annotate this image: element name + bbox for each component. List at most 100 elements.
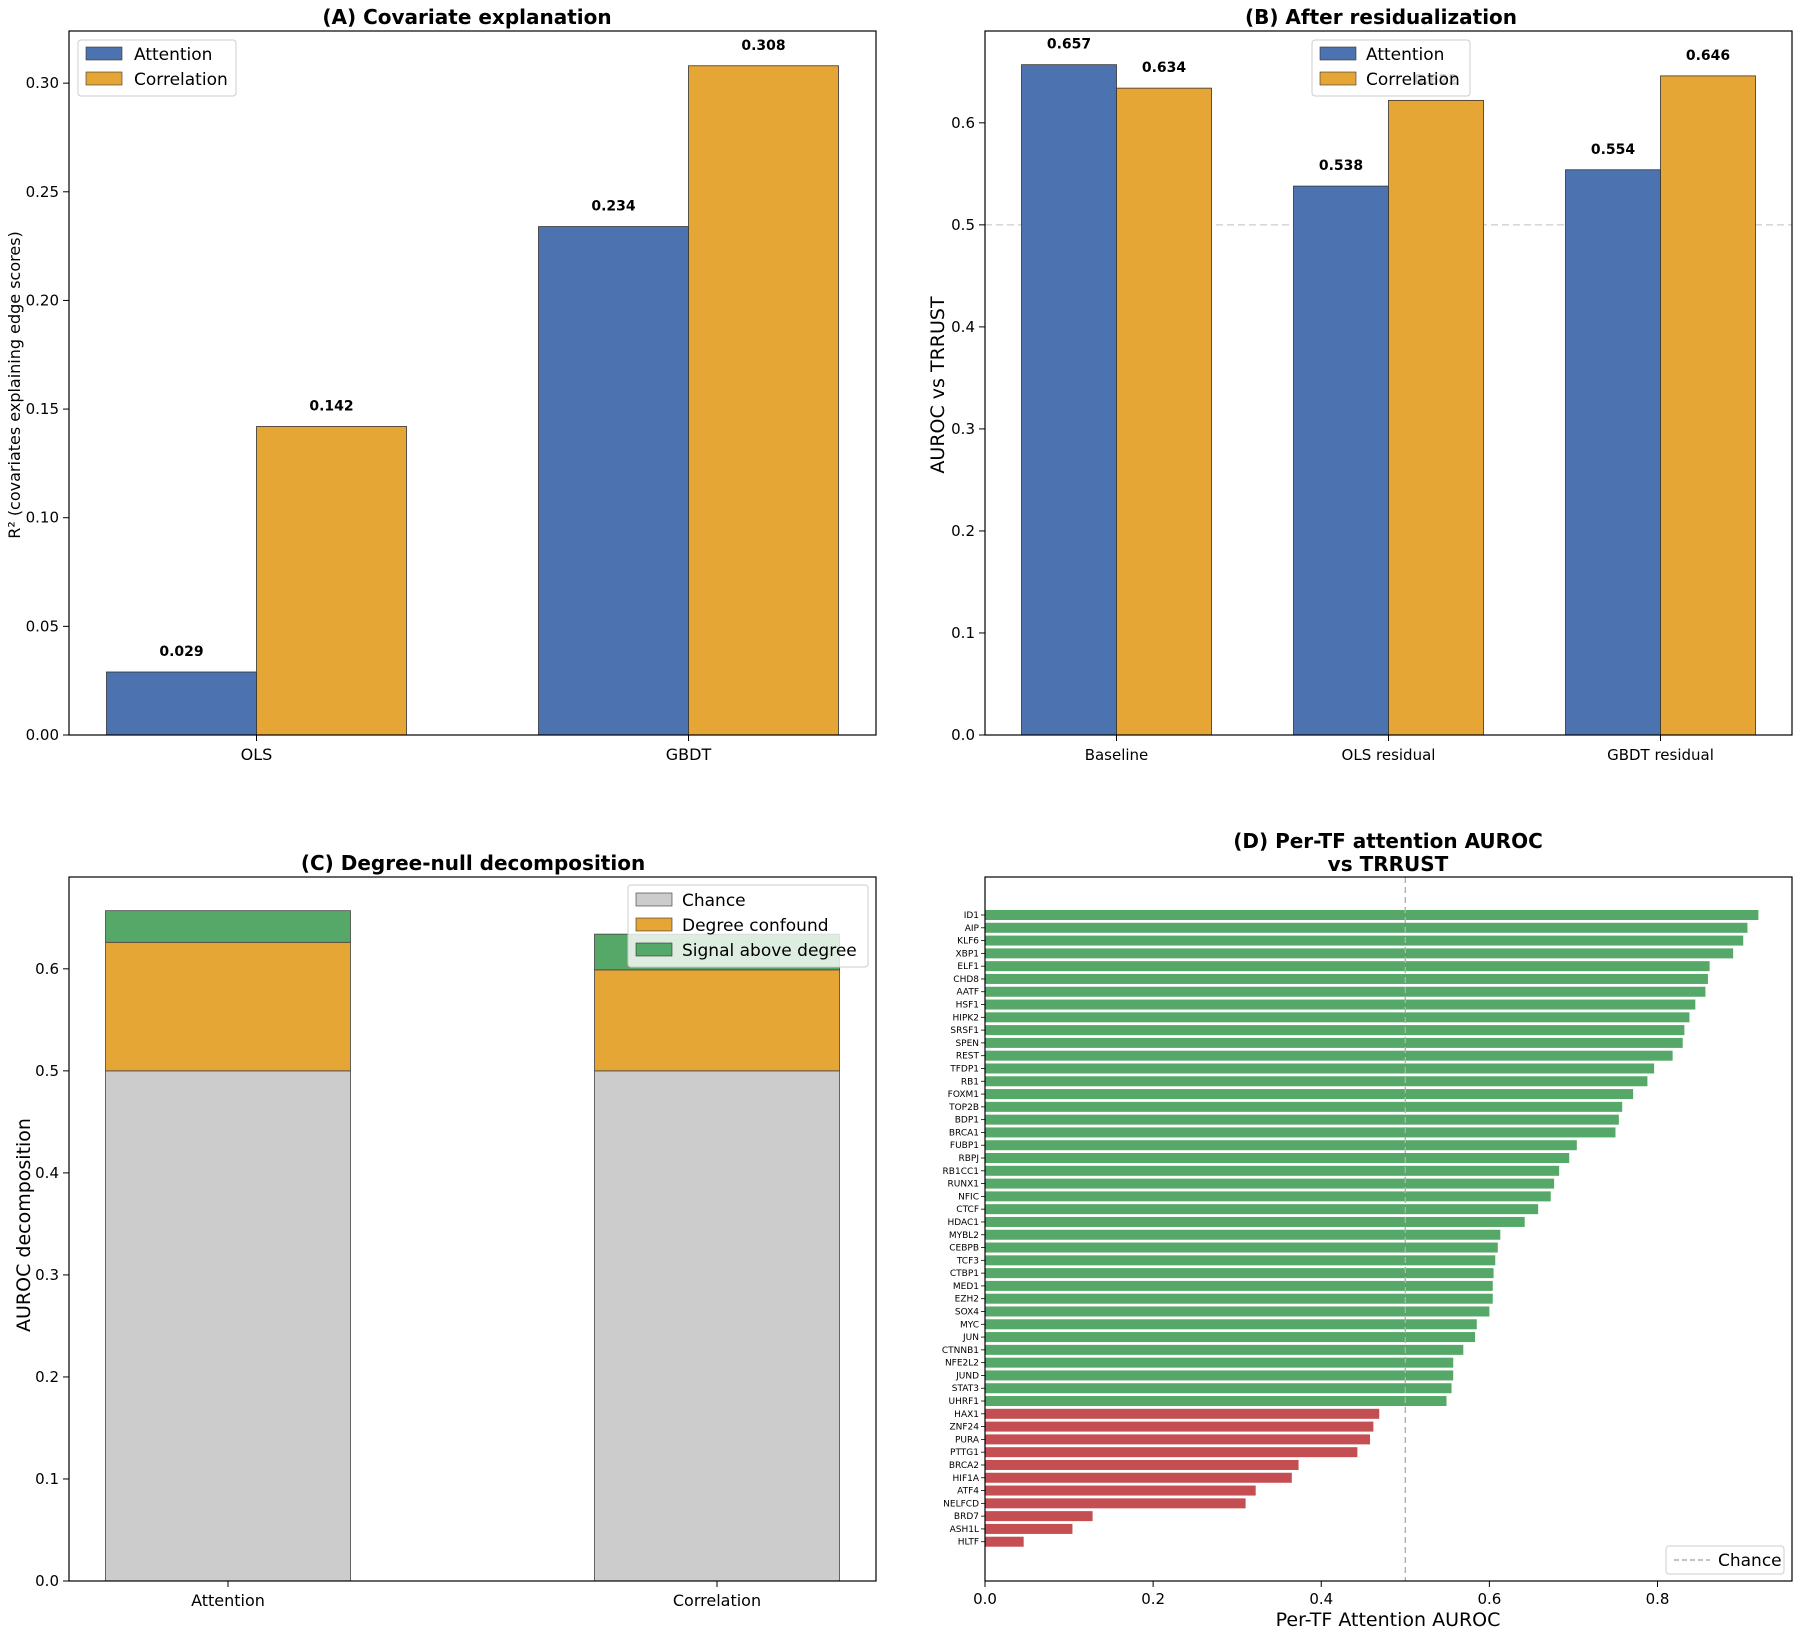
legend-label-chance: Chance: [682, 891, 746, 911]
y-tick-label: 0.3: [951, 420, 975, 438]
tf-bar-mybl2: [985, 1229, 1501, 1240]
panel-c-yaxis: 0.0 0.1 0.2 0.3 0.4 0.5 0.6 Attention Correlatio…: [35, 960, 761, 1610]
tf-label: MYBL2: [949, 1231, 979, 1241]
y-tick-label: 0.00: [26, 726, 59, 744]
x-category-label: Baseline: [1085, 746, 1149, 764]
y-tick-label: 0.6: [35, 960, 59, 978]
tf-label: SOX4: [955, 1307, 979, 1317]
panel-c-frame: [68, 876, 877, 1582]
legend-swatch-degree: [635, 917, 673, 932]
legend-label-chance: Chance: [1718, 1551, 1782, 1571]
bar-value-label: 0.646: [1686, 48, 1730, 64]
x-tick-label: 0.4: [1309, 1590, 1333, 1608]
bar-value-label: 0.657: [1047, 37, 1091, 53]
bar-value-label: 0.634: [1142, 60, 1187, 76]
y-tick-label: 0.5: [951, 216, 975, 234]
tf-label: TFDP1: [949, 1064, 979, 1074]
tf-bar-ash1l: [985, 1523, 1073, 1534]
bar-value-label: 0.538: [1319, 158, 1363, 174]
tf-label: MYC: [960, 1320, 979, 1330]
stack-degree-confound-correlation: [594, 969, 840, 1072]
tf-bar-top2b: [985, 1101, 1623, 1112]
legend-label-correlation: Correlation: [1366, 70, 1460, 90]
panel-a-bars: 0.029 0.142 0.234 0.308: [106, 38, 839, 736]
tf-bar-ctcf: [985, 1204, 1539, 1215]
bar-attention-baseline: [1021, 64, 1117, 736]
tf-bar-spen: [985, 1037, 1683, 1048]
tf-label: REST: [956, 1052, 980, 1062]
tf-label: HIF1A: [953, 1474, 980, 1484]
x-tick-label: 0.0: [973, 1590, 997, 1608]
tf-bar-tcf3: [985, 1255, 1496, 1266]
tf-bar-hif1a: [985, 1472, 1292, 1483]
panel-b-yaxis: 0.0 0.1 0.2 0.3 0.4 0.5 0.6 Baseline OLS residua…: [951, 114, 1714, 764]
tf-bar-ctbp1: [985, 1268, 1494, 1279]
legend-box: [627, 884, 869, 968]
panel-a-title: (A) Covariate explanation: [322, 5, 611, 29]
tf-bar-ctnnb1: [985, 1344, 1464, 1355]
tf-bar-bdp1: [985, 1114, 1619, 1125]
y-tick-label: 0.2: [35, 1368, 59, 1386]
tf-bar-brca1: [985, 1127, 1616, 1138]
tf-label: HDAC1: [947, 1218, 979, 1228]
panel-d-frame: [984, 876, 1793, 1582]
tf-bar-myc: [985, 1319, 1477, 1330]
tf-label: AIP: [965, 924, 980, 934]
tf-label: BRCA2: [949, 1461, 979, 1471]
tf-bar-sox4: [985, 1306, 1490, 1317]
tf-bar-brca2: [985, 1459, 1299, 1470]
tf-label: CTCF: [956, 1205, 979, 1215]
tf-label: ID1: [964, 911, 979, 921]
tf-label: PURA: [955, 1435, 980, 1445]
tf-bar-hltf: [985, 1536, 1024, 1547]
tf-label: NELFCD: [943, 1499, 979, 1509]
bar-value-label: 0.029: [159, 644, 203, 660]
x-tick-label: 0.2: [1141, 1590, 1165, 1608]
tf-label: STAT3: [952, 1384, 979, 1394]
tf-bar-med1: [985, 1280, 1493, 1291]
panel-d-xaxis: ID1 AIP KLF6 XBP1 ELF1 CHD8 AATF HSF1 HIPK2 SRSF1…: [942, 911, 1670, 1608]
tf-bar-stat3: [985, 1383, 1452, 1394]
tf-label: JUN: [962, 1333, 979, 1343]
tf-bar-brd7: [985, 1511, 1093, 1522]
legend-label-degree: Degree confound: [682, 916, 829, 936]
y-tick-label: 0.4: [35, 1164, 59, 1182]
legend-label-signal: Signal above degree: [682, 941, 857, 961]
tf-label: BRCA1: [949, 1128, 979, 1138]
legend-swatch-chance: [635, 892, 673, 907]
y-tick-label: 0.0: [951, 726, 975, 744]
tf-bar-runx1: [985, 1178, 1555, 1189]
tf-label: CHD8: [953, 975, 979, 985]
bar-value-label: 0.234: [591, 199, 636, 215]
tf-label: ZNF24: [949, 1423, 979, 1433]
bar-correlation-ols: [256, 426, 407, 736]
panel-c-legend: Chance Degree confound Signal above degr…: [627, 884, 869, 968]
tf-label: RBPJ: [958, 1154, 979, 1164]
panel-c: (C) Degree-null decomposition AUROC deco…: [13, 851, 877, 1610]
tf-bar-rest: [985, 1050, 1673, 1061]
tf-bar-elf1: [985, 961, 1710, 972]
y-tick-label: 0.4: [951, 318, 975, 336]
tf-label: RB1CC1: [943, 1167, 979, 1177]
tf-bar-rb1cc1: [985, 1165, 1560, 1176]
y-tick-label: 0.15: [26, 400, 59, 418]
panel-b-frame: [984, 30, 1793, 736]
bar-attention-ols: [106, 671, 257, 736]
bar-attention-gbdt-residual: [1565, 169, 1661, 736]
x-tick-label: 0.8: [1646, 1590, 1670, 1608]
panel-b: (B) After residualization AUROC vs TRRUS…: [927, 5, 1793, 764]
tf-bar-nelfcd: [985, 1498, 1246, 1509]
bar-attention-gbdt: [538, 226, 689, 736]
tf-label: KLF6: [957, 937, 979, 947]
tf-bar-chd8: [985, 973, 1708, 984]
x-category-label: OLS: [241, 745, 273, 764]
tf-label: NFE2L2: [945, 1359, 979, 1369]
x-tick-label: 0.6: [1477, 1590, 1501, 1608]
y-tick-label: 0.1: [35, 1470, 59, 1488]
stack-chance-attention: [105, 1070, 351, 1582]
panel-b-title: (B) After residualization: [1245, 5, 1517, 29]
tf-bar-aatf: [985, 986, 1706, 997]
tf-label: BRD7: [954, 1512, 979, 1522]
